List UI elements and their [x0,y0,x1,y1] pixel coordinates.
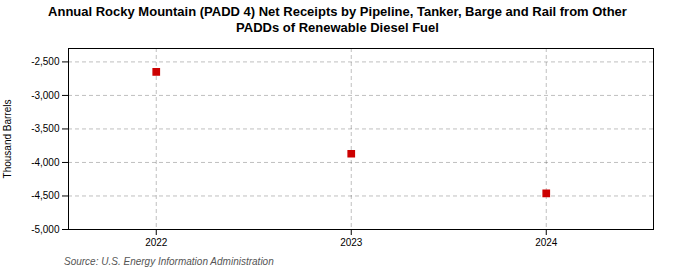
svg-text:2022: 2022 [145,237,168,248]
svg-text:-3,500: -3,500 [31,123,60,134]
html-text:Annual Rocky Mountain (PADD 4): Annual Rocky Mountain (PADD 4) Net Recei… [48,4,627,35]
html-text:Source: U.S. Energy Informatio: Source: U.S. Energy Information Administ… [64,256,274,267]
svg-text:-4,000: -4,000 [31,157,60,168]
svg-text:-5,000: -5,000 [31,224,60,235]
svg-text:-2,500: -2,500 [31,56,60,67]
svg-text:-4,500: -4,500 [31,190,60,201]
svg-text:2023: 2023 [340,237,363,248]
svg-text:2024: 2024 [535,237,558,248]
svg-text:Thousand Barrels: Thousand Barrels [2,100,13,179]
svg-text:-3,000: -3,000 [31,90,60,101]
